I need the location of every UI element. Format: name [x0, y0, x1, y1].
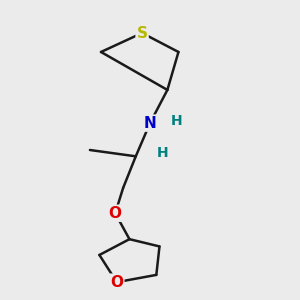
Text: H: H [171, 114, 183, 128]
Text: H: H [157, 146, 169, 160]
Text: O: O [110, 275, 123, 290]
Text: N: N [144, 116, 156, 130]
Text: O: O [109, 206, 122, 221]
Text: S: S [136, 26, 148, 40]
